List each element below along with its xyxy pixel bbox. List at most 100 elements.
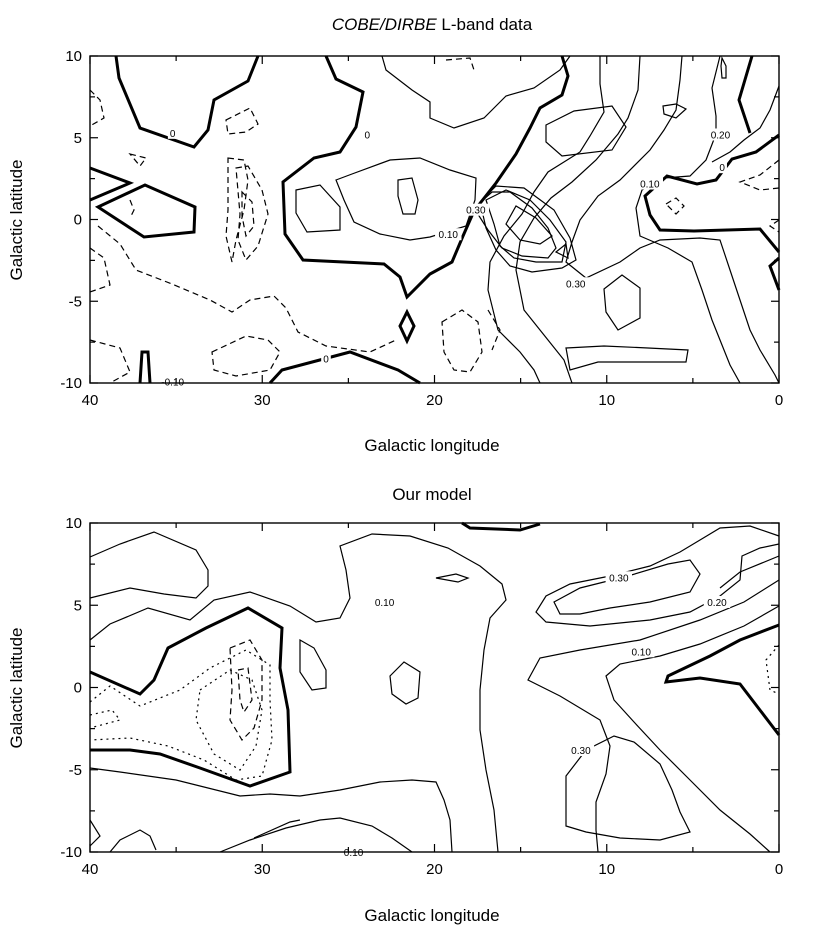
contour-label-bg — [605, 571, 633, 584]
zero-contour — [89, 606, 292, 788]
contour-label-bg — [628, 645, 655, 658]
contour-line — [109, 829, 157, 853]
x-axis-label: Galactic longitude — [364, 436, 499, 455]
contour-label-bg — [462, 203, 490, 216]
contour-label: 0.30 — [566, 279, 586, 290]
contour-line — [720, 55, 727, 79]
negative-contour — [225, 157, 249, 263]
contour-label: 0.30 — [466, 206, 486, 217]
x-tick-label: 20 — [426, 392, 443, 409]
contour-label-bg — [703, 595, 731, 608]
zero-contour — [94, 183, 197, 239]
negative-contour — [768, 219, 780, 233]
contour-line — [253, 819, 301, 839]
negative-contour — [445, 57, 475, 71]
contour-line — [299, 638, 327, 691]
contour-line — [89, 819, 101, 847]
contour-label: 0.30 — [571, 746, 591, 757]
negative-contour — [97, 225, 397, 353]
x-tick-label: 10 — [598, 392, 615, 409]
x-axis-label: Galactic longitude — [364, 906, 499, 925]
contour-line — [397, 177, 419, 215]
x-tick-label: 0 — [775, 861, 783, 878]
zero-contour — [114, 55, 260, 149]
contour-label: 0.20 — [707, 598, 727, 609]
contour-label: 0.10 — [640, 180, 660, 191]
contour-line — [89, 531, 209, 599]
contour-line — [515, 55, 641, 384]
zero-contour — [663, 623, 781, 736]
plot-frame — [89, 522, 780, 853]
contour-label: 0.10 — [344, 848, 364, 859]
x-tick-label: 20 — [426, 861, 443, 878]
contour-label: 0 — [170, 129, 176, 140]
contour-line — [635, 55, 741, 384]
contour-line — [719, 555, 780, 589]
contour-line — [565, 55, 780, 384]
contour-label-bg — [717, 161, 727, 174]
zero-contour — [138, 350, 152, 384]
contour-label-bg — [167, 126, 178, 139]
title-top-italic: COBE/DIRBE — [332, 15, 438, 34]
negative-contour — [89, 339, 131, 384]
contour-label: 0 — [323, 354, 329, 365]
x-tick-label: 30 — [254, 392, 271, 409]
contour-label-bg — [562, 277, 589, 290]
y-tick-label: 0 — [74, 212, 82, 229]
x-tick-label: 10 — [598, 861, 615, 878]
negative-contour — [235, 165, 269, 262]
title-top: COBE/DIRBE L-band data — [332, 15, 533, 34]
contour-line — [219, 817, 413, 853]
title-bottom: Our model — [392, 485, 471, 504]
contour-line — [335, 157, 477, 241]
y-tick-label: -10 — [60, 375, 82, 392]
title-top-rest: L-band data — [437, 15, 533, 34]
zero-contour — [89, 166, 135, 202]
x-tick-label: 30 — [254, 861, 271, 878]
contour-label: 0.30 — [609, 573, 629, 584]
negative-contour — [765, 644, 780, 695]
contour-label-bg — [371, 595, 398, 608]
negative-contour — [128, 152, 148, 167]
contour-line — [711, 85, 780, 163]
contour-line — [485, 189, 567, 263]
zero-contour — [281, 55, 570, 300]
contour-line — [381, 55, 571, 129]
negative-contour — [89, 709, 122, 729]
x-tick-label: 40 — [82, 861, 99, 878]
negative-contour — [195, 669, 263, 771]
x-tick-label: 0 — [775, 392, 783, 409]
panel-bottom: Our model — [7, 485, 783, 925]
y-tick-label: -5 — [69, 762, 82, 779]
contour-label-bg — [156, 375, 189, 388]
contour-label-bg — [636, 177, 664, 190]
zero-contour — [643, 133, 781, 253]
contour-label-bg — [567, 744, 595, 757]
negative-contour — [89, 247, 111, 293]
negative-contour — [229, 639, 263, 741]
negative-contour — [237, 667, 253, 714]
contour-label: 0.10 — [439, 230, 459, 241]
negative-contour — [665, 197, 685, 215]
negative-contour — [89, 89, 105, 127]
contour-label-bg — [707, 128, 734, 141]
contour-line — [554, 242, 569, 260]
contour-label-bg — [321, 352, 331, 365]
negative-contour — [129, 199, 135, 219]
contour-line — [479, 185, 577, 273]
y-axis-label: Galactic latitude — [7, 160, 26, 281]
contour-line — [545, 105, 627, 157]
negative-contour — [225, 107, 259, 135]
negative-contour — [241, 190, 255, 238]
y-tick-label: 10 — [65, 48, 82, 65]
contour-line — [89, 533, 507, 853]
y-tick-label: 5 — [74, 130, 82, 147]
contour-line — [389, 661, 421, 705]
y-tick-label: -5 — [69, 293, 82, 310]
contour-line — [527, 579, 780, 853]
zero-contour — [768, 256, 781, 291]
contour-line — [565, 345, 689, 371]
zero-contour — [461, 521, 541, 532]
negative-contour — [487, 309, 501, 351]
